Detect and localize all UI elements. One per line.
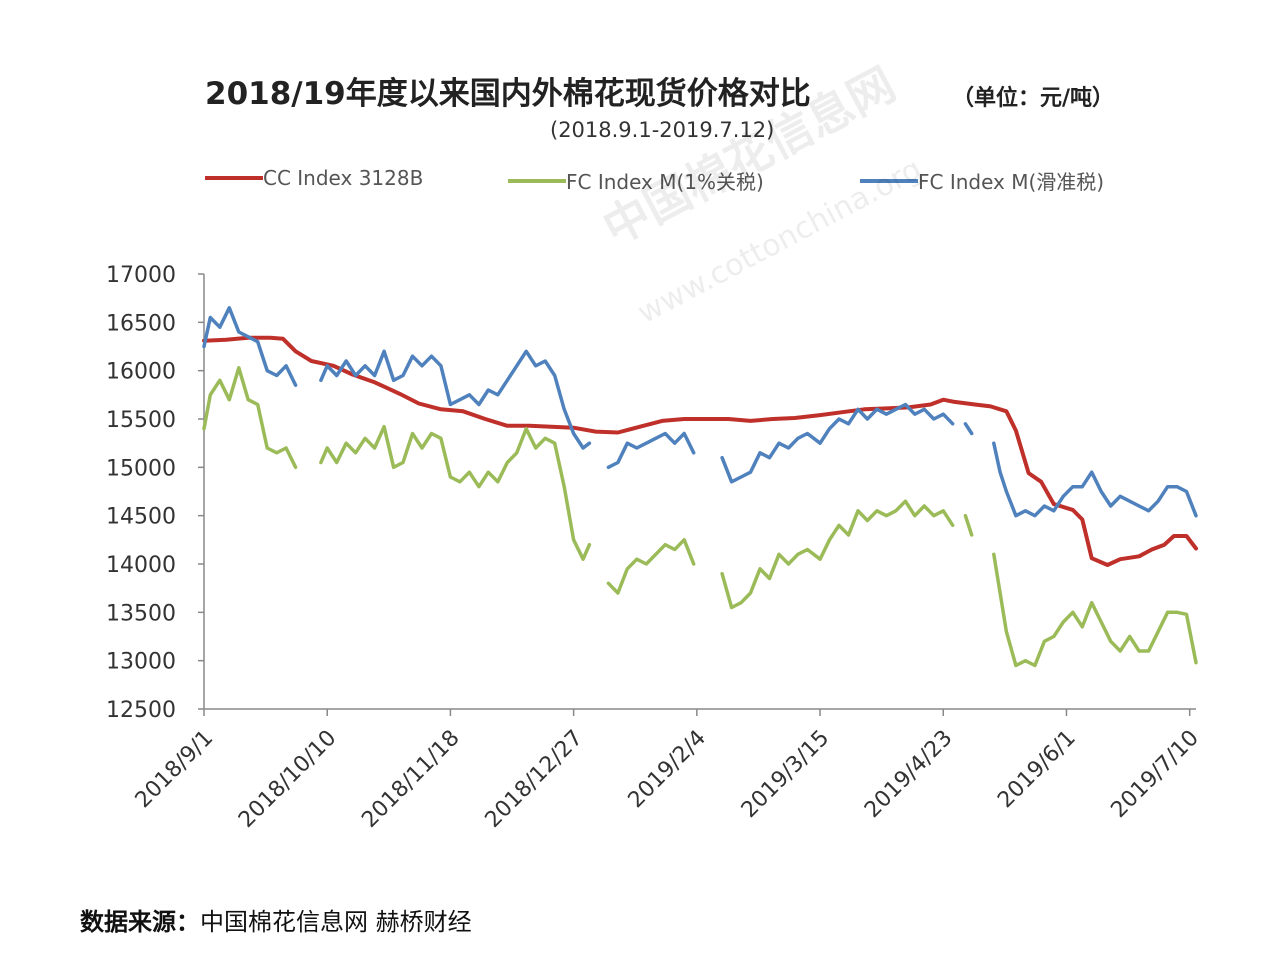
x-tick-label: 2018/9/1 <box>131 726 219 814</box>
x-tick-label: 2018/12/27 <box>481 726 588 833</box>
series-line-fc-1pct <box>202 366 1198 668</box>
y-tick-label: 16000 <box>106 360 176 385</box>
x-tick-label: 2018/10/10 <box>234 726 341 833</box>
chart-subtitle: (2018.9.1-2019.7.12) <box>550 118 775 142</box>
data-source-label: 数据来源： <box>80 908 200 936</box>
y-tick-label: 12500 <box>106 698 176 723</box>
chart-unit: （单位：元/吨） <box>952 86 1115 111</box>
y-tick-label: 14500 <box>106 505 176 530</box>
legend-swatch-fc-1pct <box>508 178 566 183</box>
chart-title: 2018/19年度以来国内外棉花现货价格对比 <box>205 76 811 112</box>
series-line-fc-sliding <box>202 306 1198 518</box>
y-tick-label: 13500 <box>106 601 176 626</box>
y-tick-label: 14000 <box>106 553 176 578</box>
line-chart: 12500 13000 13500 14000 14500 15000 15500 16000… <box>106 263 1204 833</box>
data-source: 数据来源：中国棉花信息网 赫桥财经 <box>80 902 472 937</box>
legend-item-fc-1pct: FC Index M(1%关税) <box>508 166 764 195</box>
x-tick-label: 2019/6/1 <box>993 726 1081 814</box>
x-tick-label: 2019/4/23 <box>860 726 957 823</box>
legend-label-fc-1pct: FC Index M(1%关税) <box>566 170 764 194</box>
data-source-text: 中国棉花信息网 赫桥财经 <box>200 908 472 936</box>
legend-label-cc: CC Index 3128B <box>263 166 424 190</box>
legend-item-cc-index: CC Index 3128B <box>205 166 423 190</box>
y-tick-label: 15500 <box>106 408 176 433</box>
y-tick-label: 17000 <box>106 263 176 288</box>
x-tick-label: 2019/3/15 <box>737 726 834 823</box>
y-tick-label: 13000 <box>106 650 176 675</box>
legend-label-fc-sliding: FC Index M(滑准税) <box>918 170 1105 194</box>
x-tick-label: 2018/11/18 <box>357 726 464 833</box>
series-line-cc-index <box>202 335 1198 567</box>
y-tick-label: 16500 <box>106 311 176 336</box>
y-tick-label: 15000 <box>106 456 176 481</box>
legend-swatch-cc <box>205 176 263 180</box>
legend-swatch-fc-sliding <box>860 178 918 183</box>
x-tick-label: 2019/7/10 <box>1106 726 1203 823</box>
legend-item-fc-sliding: FC Index M(滑准税) <box>860 166 1104 195</box>
x-tick-label: 2019/2/4 <box>624 726 712 814</box>
